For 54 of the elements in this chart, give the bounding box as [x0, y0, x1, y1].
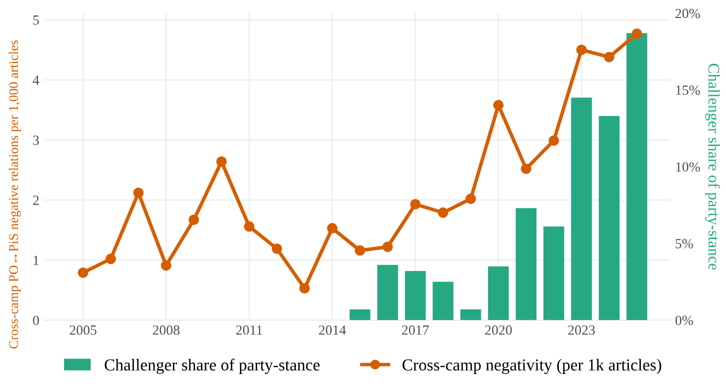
legend-label: Challenger share of party-stance — [104, 358, 320, 374]
point — [299, 283, 310, 294]
y2-tick-label: 20% — [676, 8, 700, 18]
bar — [350, 309, 370, 320]
y-tick-label: 1 — [34, 256, 39, 265]
x-tick-label: 2014 — [318, 325, 346, 335]
bar — [626, 33, 648, 320]
point — [78, 267, 88, 278]
y2-tick-label: 10% — [676, 162, 700, 172]
x-tick-label: 2017 — [402, 325, 429, 335]
point — [160, 260, 172, 271]
x-tick-label: 2023 — [568, 325, 595, 335]
y2-tick-label: 0% — [675, 316, 693, 326]
bar — [516, 208, 536, 320]
point — [466, 194, 476, 204]
legend-label: Cross-camp negativity (per 1k articles) — [402, 358, 662, 374]
point — [216, 156, 227, 167]
point — [244, 221, 254, 232]
bar — [404, 271, 426, 320]
point — [604, 52, 614, 62]
point — [632, 28, 642, 39]
point — [410, 199, 421, 210]
y2-tick-label: 5% — [676, 239, 693, 248]
point — [520, 164, 532, 174]
point — [133, 188, 144, 198]
bar — [571, 98, 592, 320]
x-tick-label: 2011 — [236, 325, 262, 335]
point — [272, 243, 282, 254]
y2-axis-title: Challenger share of party-stance — [705, 64, 720, 270]
x-tick-label: 2020 — [485, 325, 512, 335]
y2-tick-label: 15% — [676, 86, 700, 95]
bar — [543, 226, 564, 320]
y-tick-label: 5 — [33, 16, 39, 25]
y-tick-label: 2 — [33, 196, 39, 205]
x-tick-label: 2008 — [152, 325, 180, 335]
point — [354, 245, 366, 256]
y-tick-label: 0 — [33, 316, 39, 326]
point — [493, 100, 504, 110]
point — [327, 223, 338, 234]
y-tick-label: 3 — [33, 136, 39, 145]
bar — [377, 264, 398, 320]
point — [438, 207, 448, 218]
bar — [488, 266, 509, 320]
y-axis-title: Cross-camp PO↔PiS negative relations per 1,000 articles — [8, 40, 21, 349]
bar — [432, 282, 454, 320]
point — [188, 214, 200, 226]
point — [548, 135, 560, 146]
point — [576, 44, 587, 56]
x-tick-label: 2005 — [70, 325, 96, 335]
y-tick-label: 4 — [32, 76, 40, 85]
point — [382, 242, 393, 252]
point — [106, 254, 116, 264]
bar — [460, 309, 482, 320]
bar — [598, 116, 620, 320]
